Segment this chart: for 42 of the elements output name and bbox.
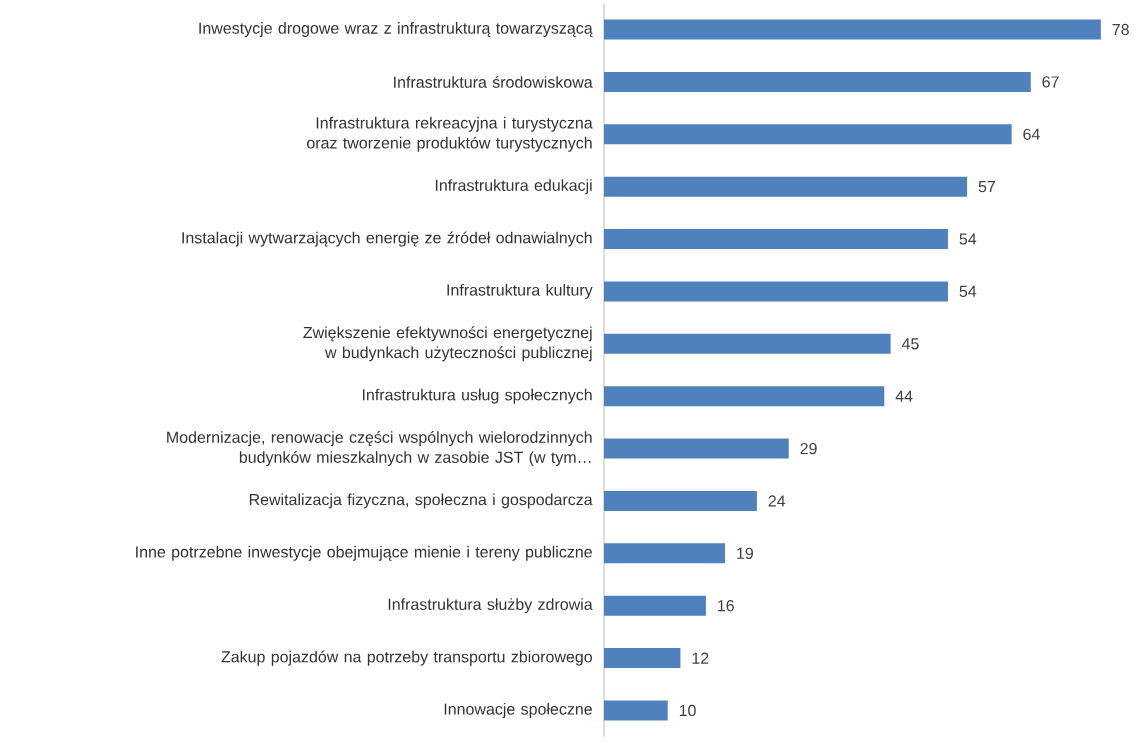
data-label: 64 [1023,128,1040,140]
y-tick-label: Instalacji wytwarzających energię ze źródeł odnawialnych [182,231,592,247]
bar [604,648,681,669]
data-label: 10 [679,704,696,717]
bar [604,438,789,459]
data-label: 29 [800,442,817,455]
y-tick-label: Infrastruktura środowiskowa [394,75,593,88]
bar [604,281,948,302]
data-label: 78 [1112,23,1129,36]
data-label: 67 [1042,76,1059,88]
y-tick-label: Infrastruktura rekreacyjna i turystyczna oraz tworzenie produktów turystycznych [307,116,593,152]
bar [604,700,668,721]
bar [604,386,885,407]
data-label: 54 [959,233,977,245]
bar [604,543,726,564]
y-tick-label: Infrastruktura edukacji [435,179,592,195]
bar [604,595,706,616]
y-tick-label: Infrastruktura kultury [447,283,593,299]
bar [604,124,1012,145]
data-label: 19 [737,547,753,559]
data-label: 24 [768,495,786,507]
bar [604,19,1101,40]
y-tick-label: Rewitalizacja fizyczna, społeczna i gospodarcza [249,493,593,509]
bar [604,176,968,197]
bar [604,71,1031,92]
bar [604,490,757,511]
y-tick-label: Modernizacje, renowacje części wspólnych wielorodzinnych budynków mieszkalnych w zasobie JST (w tym… [167,431,592,467]
y-tick-label: Innowacje społeczne [444,703,592,718]
y-tick-label: Infrastruktura służby zdrowia [388,598,593,614]
y-tick-label: Inwestycje drogowe wraz z infrastrukturą towarzyszącą [199,22,593,37]
data-label: 12 [692,652,709,664]
data-label: 57 [978,181,995,193]
bar [604,229,948,250]
data-label: 45 [901,338,919,350]
y-tick-label: Inne potrzebne inwestycje obejmujące mienie i tereny publiczne [136,545,592,561]
data-label: 16 [718,600,734,612]
y-tick-label: Zwiększenie efektywności energetycznej w budynkach użyteczności publicznej [303,326,592,362]
y-tick-label: Infrastruktura usług społecznych [362,388,592,404]
data-label: 44 [895,390,913,402]
data-label: 54 [959,285,977,297]
y-tick-label: Zakup pojazdów na potrzeby transportu zbiorowego [221,650,592,666]
bar [604,333,891,354]
